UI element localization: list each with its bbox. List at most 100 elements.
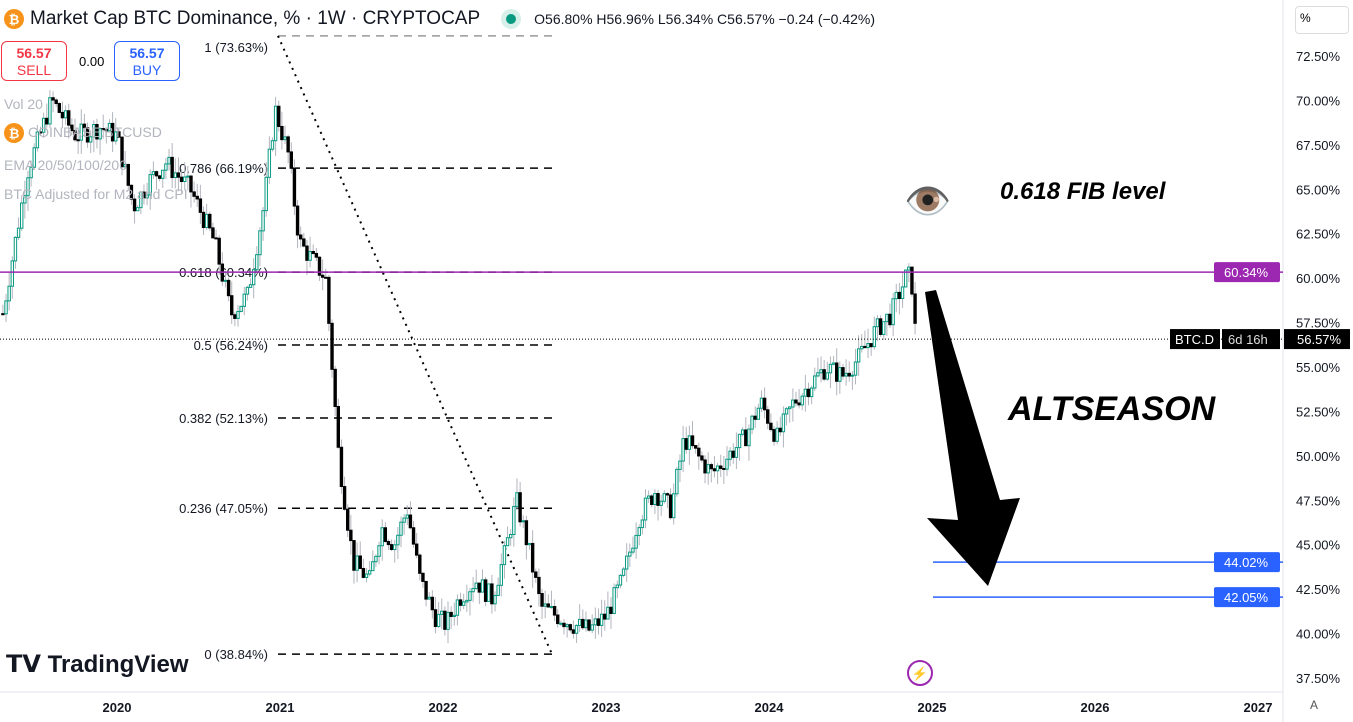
candle-body xyxy=(534,571,538,578)
candle-body xyxy=(577,618,582,626)
candle-body xyxy=(471,587,475,593)
candle-body xyxy=(787,406,792,410)
last-price-value: 56.57% xyxy=(1297,332,1342,347)
x-tick-label: 2021 xyxy=(266,700,295,715)
x-tick-label: 2023 xyxy=(592,700,621,715)
candle-body xyxy=(778,427,782,433)
candle-body xyxy=(888,313,892,326)
candle-body xyxy=(825,372,830,380)
candle-body xyxy=(333,368,337,408)
candle-body xyxy=(631,547,635,553)
indicator-btcusd[interactable]: COINBASE:BTCUSD xyxy=(28,124,162,140)
bitcoin-icon: ₿ xyxy=(4,123,24,143)
candle-body xyxy=(725,458,729,470)
x-tick-label: 2026 xyxy=(1081,700,1110,715)
candle-body xyxy=(280,125,284,141)
candle-body xyxy=(624,555,629,570)
candle-body xyxy=(154,171,159,177)
candle-body xyxy=(251,269,256,286)
candle-body xyxy=(806,388,811,398)
sell-button[interactable]: 56.57 SELL xyxy=(1,41,67,81)
candle-body xyxy=(120,136,124,168)
price-tag: 44.02% xyxy=(1224,555,1269,570)
candle-body xyxy=(145,194,149,199)
symbol-title[interactable]: Market Cap BTC Dominance, % · 1W · CRYPT… xyxy=(30,8,481,29)
candle-body xyxy=(740,429,745,435)
axis-unit[interactable]: % xyxy=(1295,6,1349,34)
candle-body xyxy=(875,318,880,328)
candle-body xyxy=(841,367,845,377)
candle-body xyxy=(267,148,272,178)
candle-body xyxy=(195,195,199,200)
candle-body xyxy=(430,596,435,611)
candle-body xyxy=(816,372,820,377)
candle-body xyxy=(57,103,62,113)
y-tick-label: 65.00% xyxy=(1296,182,1341,197)
y-tick-label: 60.00% xyxy=(1296,271,1341,286)
candle-body xyxy=(311,251,315,254)
candle-body xyxy=(769,422,773,431)
candle-body xyxy=(913,293,917,324)
tradingview-logo: 𝗧𝗩 TradingView xyxy=(6,651,189,678)
candle-body xyxy=(45,117,49,125)
candle-body xyxy=(856,348,861,363)
candle-body xyxy=(38,131,43,134)
candle-body xyxy=(286,136,290,153)
candle-body xyxy=(869,343,873,348)
candle-body xyxy=(396,534,400,546)
indicator-ema[interactable]: EMA 20/50/100/200 xyxy=(4,157,127,173)
candle-body xyxy=(233,314,237,319)
candle-body xyxy=(850,374,855,377)
candle-body xyxy=(173,172,178,179)
candle-body xyxy=(753,415,757,420)
candle-body xyxy=(107,122,112,132)
candle-body xyxy=(92,124,96,138)
candle-body xyxy=(568,624,572,631)
indicator-volume[interactable]: Vol 20 xyxy=(4,96,43,112)
auto-scale-button[interactable]: A xyxy=(1310,698,1319,712)
candle-body xyxy=(377,545,381,557)
candle-body xyxy=(574,624,579,634)
candle-body xyxy=(653,493,657,506)
candle-body xyxy=(393,544,397,551)
candle-body xyxy=(540,593,544,607)
candle-body xyxy=(847,372,851,377)
candle-body xyxy=(509,534,513,539)
candle-body xyxy=(646,495,651,499)
candle-body xyxy=(405,514,409,519)
candle-body xyxy=(791,399,795,408)
candle-body xyxy=(236,310,240,319)
candle-body xyxy=(556,614,560,625)
candle-body xyxy=(643,497,648,521)
candle-body xyxy=(29,166,33,179)
candle-body xyxy=(142,191,146,199)
symbol-tag: BTC.D xyxy=(1175,332,1214,347)
candle-body xyxy=(728,450,732,460)
candle-body xyxy=(903,269,908,288)
fib-level-label: 0.382 (52.13%) xyxy=(179,411,268,426)
candle-body xyxy=(126,163,130,186)
candle-body xyxy=(543,603,547,607)
indicator-btc-adjusted[interactable]: BTC Adjusted for M2 and CPI xyxy=(4,186,188,202)
candle-body xyxy=(371,561,375,572)
candle-body xyxy=(835,362,839,382)
fib-level-label: 0.5 (56.24%) xyxy=(194,338,268,353)
candle-body xyxy=(424,580,428,600)
sell-price: 56.57 xyxy=(16,45,52,61)
chart-header: ₿ Market Cap BTC Dominance, % · 1W · CRY… xyxy=(4,8,875,30)
candle-body xyxy=(502,545,507,566)
candle-body xyxy=(292,167,297,207)
candle-body xyxy=(117,131,121,138)
candle-body xyxy=(54,99,58,105)
candle-body xyxy=(264,176,268,212)
candle-body xyxy=(183,176,187,183)
candle-body xyxy=(831,362,836,365)
buy-button[interactable]: 56.57 BUY xyxy=(114,41,180,81)
candle-body xyxy=(690,435,695,447)
y-tick-label: 45.00% xyxy=(1296,538,1341,553)
y-tick-label: 40.00% xyxy=(1296,627,1341,642)
candle-body xyxy=(734,447,739,458)
candle-body xyxy=(637,527,641,536)
candle-body xyxy=(440,610,444,615)
